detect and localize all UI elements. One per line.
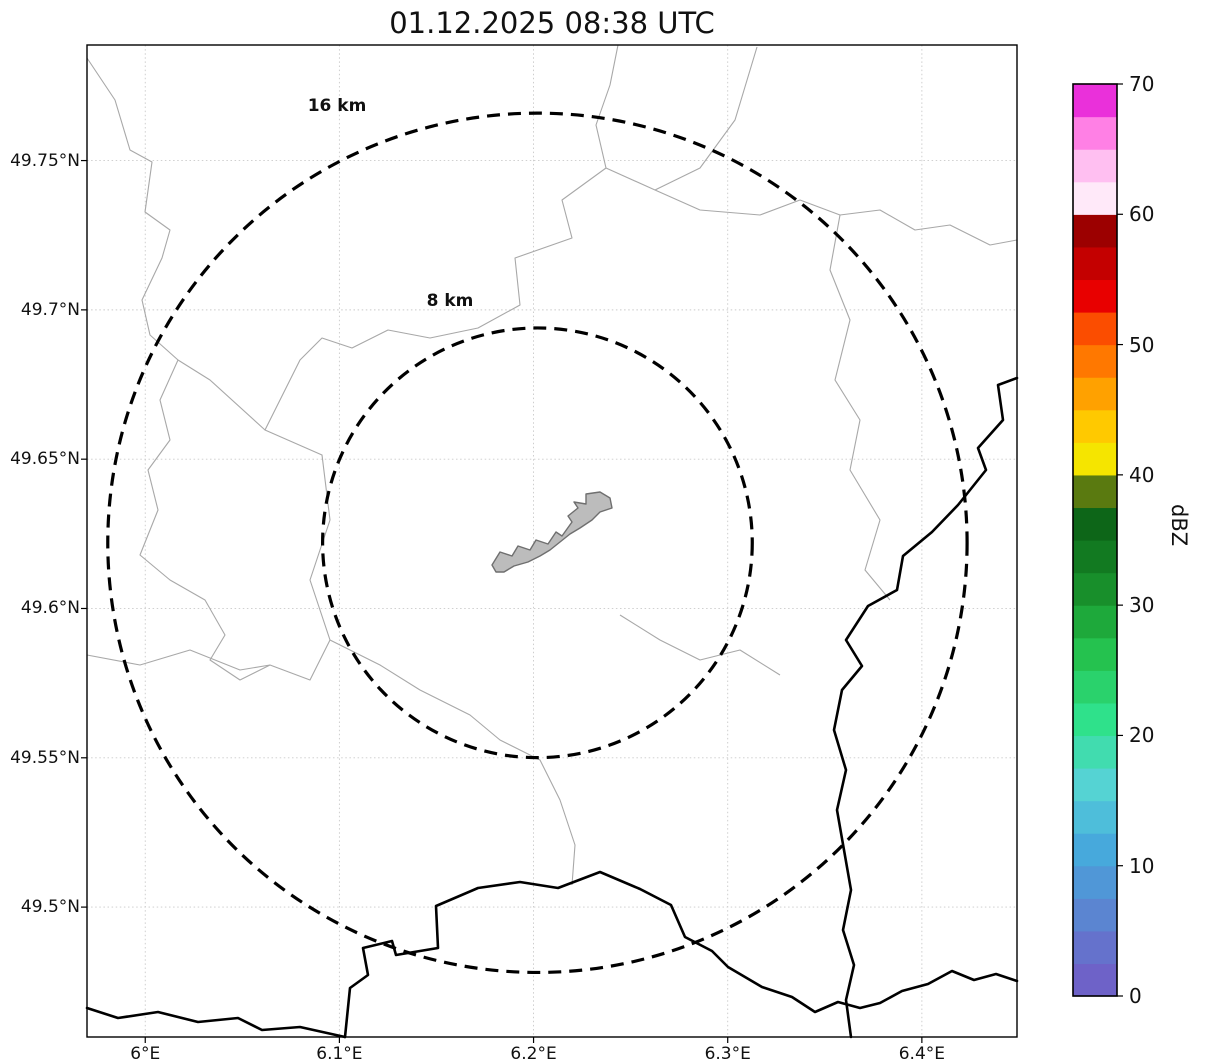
colorbar-tick-label: 0 — [1129, 984, 1142, 1008]
y-tick-label: 49.7°N — [20, 299, 80, 320]
colorbar-band — [1073, 768, 1117, 802]
colorbar-tick-label: 30 — [1129, 593, 1155, 618]
y-tick-label: 49.6°N — [20, 598, 80, 619]
colorbar-band — [1073, 214, 1117, 248]
range-ring-label-8km: 8 km — [427, 291, 474, 311]
x-tick-label: 6.3°E — [704, 1044, 751, 1064]
colorbar-tick-label: 50 — [1129, 332, 1155, 357]
colorbar-band — [1073, 507, 1117, 541]
colorbar — [1072, 83, 1123, 997]
colorbar-band — [1073, 637, 1117, 671]
colorbar-band — [1073, 540, 1117, 574]
colorbar-band — [1073, 246, 1117, 281]
colorbar-band — [1073, 800, 1117, 834]
y-tick-label: 49.55°N — [10, 747, 80, 768]
y-tick-label: 49.5°N — [20, 897, 80, 918]
colorbar-tick-label: 60 — [1129, 202, 1155, 227]
colorbar-band — [1073, 898, 1117, 932]
colorbar-tick-label: 70 — [1129, 72, 1155, 96]
colorbar-band — [1073, 409, 1117, 443]
colorbar-band — [1073, 670, 1117, 704]
colorbar-band — [1073, 149, 1117, 183]
colorbar-band — [1073, 84, 1117, 118]
colorbar-border — [1072, 83, 1118, 997]
x-tick-label: 6.2°E — [510, 1044, 557, 1064]
colorbar-band — [1073, 963, 1117, 997]
colorbar-band — [1073, 344, 1117, 378]
colorbar-band — [1073, 474, 1117, 509]
colorbar-band — [1073, 605, 1117, 639]
admin-border-line — [654, 189, 1018, 246]
admin-border-line — [829, 214, 891, 601]
admin-border-line — [264, 44, 619, 886]
admin-border-line — [86, 57, 331, 681]
colorbar-band — [1073, 865, 1117, 899]
range-ring-8km — [321, 326, 754, 760]
admin-border-line — [177, 359, 266, 431]
admin-border-line — [619, 614, 781, 676]
colorbar-band — [1073, 442, 1117, 476]
colorbar-band — [1073, 702, 1117, 737]
x-tick-label: 6.1°E — [316, 1044, 363, 1064]
range-ring-label-16km: 16 km — [308, 96, 367, 116]
colorbar-band — [1073, 735, 1117, 769]
y-tick-label: 49.75°N — [10, 150, 80, 171]
range-ring-16km — [106, 111, 969, 975]
x-tick-label: 6.4°E — [898, 1044, 945, 1064]
country-border-line — [343, 870, 1019, 1039]
y-tick-label: 49.65°N — [10, 449, 80, 470]
airport-outline — [491, 491, 613, 573]
axes-border — [86, 44, 1018, 1038]
colorbar-band — [1073, 116, 1117, 150]
colorbar-band — [1073, 181, 1117, 215]
country-border-line — [832, 376, 1019, 1039]
country-border-line — [85, 1006, 347, 1039]
x-tick-label: 6°E — [130, 1044, 161, 1064]
colorbar-band — [1073, 572, 1117, 606]
colorbar-band — [1073, 833, 1117, 867]
admin-border-line — [86, 649, 271, 671]
colorbar-band — [1073, 930, 1117, 965]
colorbar-label: dBZ — [1167, 504, 1191, 547]
colorbar-band — [1073, 377, 1117, 411]
figure-title: 01.12.2025 08:38 UTC — [389, 6, 715, 40]
colorbar-band — [1073, 312, 1117, 346]
map-plot: 8 km 16 km — [81, 44, 1019, 1043]
colorbar-tick-label: 40 — [1129, 462, 1155, 487]
admin-border-line — [605, 46, 758, 191]
colorbar-tick-label: 20 — [1129, 723, 1155, 748]
colorbar-band — [1073, 279, 1117, 313]
colorbar-tick-label: 10 — [1129, 853, 1155, 878]
